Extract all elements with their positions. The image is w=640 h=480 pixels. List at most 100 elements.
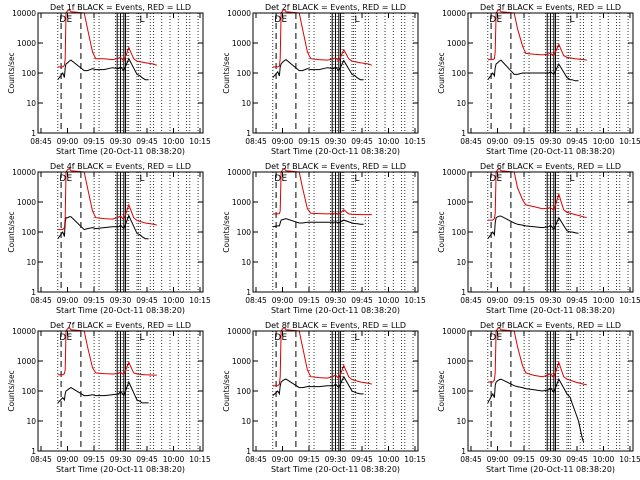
x-axis-label: Start Time (20-Oct-11 08:38:20) bbox=[271, 465, 400, 474]
y-tick-label: 1000 bbox=[447, 357, 466, 366]
x-tick-label: 08:45 bbox=[245, 455, 267, 464]
event-markers bbox=[272, 172, 414, 292]
x-tick-label: 09:30 bbox=[540, 296, 562, 305]
lld-series-line bbox=[272, 326, 372, 387]
y-axis-label: Counts/sec bbox=[222, 211, 231, 252]
y-tick-label: 100 bbox=[22, 69, 37, 78]
events-series-line bbox=[57, 57, 149, 81]
x-tick-label: 08:45 bbox=[30, 137, 52, 146]
x-tick-label: 10:00 bbox=[163, 455, 185, 464]
x-tick-label: 10:00 bbox=[593, 296, 615, 305]
y-tick-label: 10000 bbox=[12, 168, 36, 177]
events-series-line bbox=[487, 59, 579, 82]
y-axis-label: Counts/sec bbox=[222, 52, 231, 93]
marker-label: E bbox=[67, 15, 73, 25]
x-tick-label: 09:45 bbox=[566, 137, 588, 146]
x-tick-label: 09:30 bbox=[325, 296, 347, 305]
x-tick-label: 09:15 bbox=[513, 296, 535, 305]
x-tick-label: 09:45 bbox=[566, 455, 588, 464]
x-tick-label: 10:00 bbox=[593, 137, 615, 146]
panel-5: D E L 1 10 100 1000 10000 08:45 09:00 09:15 09:30 09… bbox=[222, 162, 426, 315]
panel-title: Det 6f BLACK = Events, RED = LLD bbox=[480, 162, 621, 171]
x-axis-label: Start Time (20-Oct-11 08:38:20) bbox=[56, 465, 185, 474]
x-tick-label: 09:00 bbox=[272, 455, 294, 464]
x-tick-label: 08:45 bbox=[460, 137, 482, 146]
x-tick-label: 09:30 bbox=[540, 455, 562, 464]
x-tick-label: 09:45 bbox=[136, 296, 158, 305]
event-markers bbox=[57, 331, 199, 451]
x-tick-label: 08:45 bbox=[245, 137, 267, 146]
panel-title: Det 2f BLACK = Events, RED = LLD bbox=[265, 3, 406, 12]
x-tick-label: 08:45 bbox=[460, 455, 482, 464]
y-tick-label: 1000 bbox=[17, 357, 36, 366]
lld-series-line bbox=[487, 8, 587, 61]
marker-label: D bbox=[489, 174, 496, 184]
marker-label: E bbox=[497, 333, 503, 343]
y-axis-label: Counts/sec bbox=[222, 370, 231, 411]
y-tick-label: 10 bbox=[26, 258, 36, 267]
events-series-line bbox=[487, 215, 579, 239]
event-markers bbox=[487, 331, 629, 451]
x-tick-label: 10:15 bbox=[619, 137, 640, 146]
x-tick-label: 09:30 bbox=[110, 455, 132, 464]
x-tick-label: 10:00 bbox=[378, 137, 400, 146]
y-axis-label: Counts/sec bbox=[437, 370, 446, 411]
y-tick-label: 1000 bbox=[17, 39, 36, 48]
y-tick-label: 10 bbox=[456, 417, 466, 426]
y-tick-label: 1000 bbox=[17, 198, 36, 207]
y-tick-label: 1 bbox=[461, 447, 466, 456]
panel-title: Det 7f BLACK = Events, RED = LLD bbox=[50, 321, 191, 330]
marker-label: D bbox=[59, 174, 66, 184]
x-tick-label: 08:45 bbox=[30, 296, 52, 305]
panel-title: Det 4f BLACK = Events, RED = LLD bbox=[50, 162, 191, 171]
y-tick-label: 10000 bbox=[442, 168, 466, 177]
panel-4: D E L 1 10 100 1000 10000 08:45 09:00 09:15 09:30 09… bbox=[7, 162, 211, 315]
x-tick-label: 10:15 bbox=[404, 137, 426, 146]
x-axis-label: Start Time (20-Oct-11 08:38:20) bbox=[271, 306, 400, 315]
marker-label: L bbox=[569, 174, 574, 184]
x-tick-label: 10:15 bbox=[619, 455, 640, 464]
marker-label: D bbox=[274, 15, 281, 25]
marker-label: E bbox=[282, 174, 288, 184]
y-tick-label: 100 bbox=[452, 69, 467, 78]
panel-3: D E L 1 10 100 1000 10000 08:45 09:00 09:15 09:30 09… bbox=[437, 3, 640, 156]
y-axis-label: Counts/sec bbox=[7, 370, 16, 411]
x-tick-label: 09:30 bbox=[540, 137, 562, 146]
y-tick-label: 1 bbox=[461, 288, 466, 297]
x-tick-label: 09:00 bbox=[487, 296, 509, 305]
y-tick-label: 10000 bbox=[227, 9, 251, 18]
marker-label: L bbox=[139, 174, 144, 184]
panel-title: Det 8f BLACK = Events, RED = LLD bbox=[265, 321, 406, 330]
y-tick-label: 1 bbox=[31, 288, 36, 297]
y-tick-label: 10000 bbox=[12, 9, 36, 18]
marker-label: L bbox=[354, 174, 359, 184]
y-tick-label: 1000 bbox=[232, 198, 251, 207]
x-tick-label: 09:15 bbox=[298, 137, 320, 146]
y-axis-label: Counts/sec bbox=[7, 52, 16, 93]
y-axis-label: Counts/sec bbox=[437, 52, 446, 93]
x-tick-label: 09:00 bbox=[57, 137, 79, 146]
marker-label: L bbox=[569, 15, 574, 25]
lld-series-line bbox=[57, 167, 157, 231]
y-tick-label: 10 bbox=[241, 99, 251, 108]
x-tick-label: 09:15 bbox=[83, 455, 105, 464]
y-tick-label: 1000 bbox=[232, 357, 251, 366]
y-axis-label: Counts/sec bbox=[437, 211, 446, 252]
y-tick-label: 10 bbox=[241, 258, 251, 267]
event-markers bbox=[57, 172, 199, 292]
event-markers bbox=[272, 13, 414, 133]
x-tick-label: 10:00 bbox=[163, 137, 185, 146]
x-tick-label: 09:00 bbox=[487, 455, 509, 464]
marker-label: L bbox=[139, 333, 144, 343]
x-tick-label: 10:00 bbox=[378, 296, 400, 305]
x-tick-label: 09:45 bbox=[566, 296, 588, 305]
marker-label: E bbox=[67, 174, 73, 184]
y-tick-label: 1 bbox=[246, 288, 251, 297]
x-tick-label: 09:45 bbox=[136, 455, 158, 464]
panel-2: D E L 1 10 100 1000 10000 08:45 09:00 09:15 09:30 09… bbox=[222, 3, 426, 156]
marker-label: L bbox=[354, 333, 359, 343]
event-markers bbox=[272, 331, 414, 451]
y-tick-label: 1000 bbox=[447, 198, 466, 207]
panel-title: Det 3f BLACK = Events, RED = LLD bbox=[480, 3, 621, 12]
events-series-line bbox=[57, 214, 149, 240]
